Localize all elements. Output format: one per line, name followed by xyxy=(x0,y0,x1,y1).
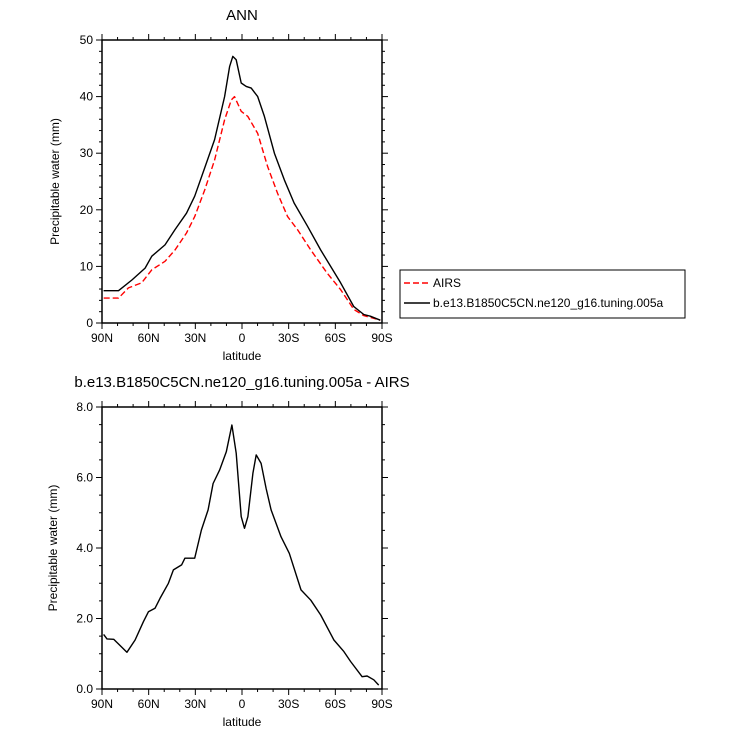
x-tick-label: 30S xyxy=(278,331,299,345)
y-tick-label: 6.0 xyxy=(76,471,93,485)
x-tick-label: 90N xyxy=(91,331,113,345)
y-tick-label: 20 xyxy=(80,203,94,217)
x-tick-label: 60S xyxy=(325,697,346,711)
x-tick-label: 0 xyxy=(239,331,246,345)
y-tick-label: 0 xyxy=(86,316,93,330)
chart-title: b.e13.B1850C5CN.ne120_g16.tuning.005a - … xyxy=(74,374,409,391)
x-tick-label: 60N xyxy=(138,331,160,345)
x-tick-label: 60N xyxy=(138,697,160,711)
x-tick-label: 30S xyxy=(278,697,299,711)
y-tick-label: 0.0 xyxy=(76,682,93,696)
y-tick-label: 40 xyxy=(80,90,94,104)
y-tick-label: 2.0 xyxy=(76,612,93,626)
x-tick-label: 60S xyxy=(325,331,346,345)
y-tick-label: 30 xyxy=(80,146,94,160)
legend-box xyxy=(399,269,686,319)
series-line-model xyxy=(103,55,381,321)
x-tick-label: 90S xyxy=(371,697,392,711)
x-tick-label: 30N xyxy=(184,331,206,345)
y-axis-label: Precipitable water (mm) xyxy=(48,118,62,245)
y-tick-label: 50 xyxy=(80,33,94,47)
x-tick-label: 0 xyxy=(239,697,246,711)
series-line-model xyxy=(103,424,380,686)
legend-label: AIRS xyxy=(433,276,461,290)
x-tick-label: 90S xyxy=(371,331,392,345)
y-axis-label: Precipitable water (mm) xyxy=(46,485,60,612)
x-axis-label: latitude xyxy=(223,349,262,363)
x-axis-label: latitude xyxy=(223,715,262,729)
x-tick-label: 30N xyxy=(184,697,206,711)
y-tick-label: 4.0 xyxy=(76,541,93,555)
chart-title: ANN xyxy=(226,7,258,24)
legend-label: b.e13.B1850C5CN.ne120_g16.tuning.005a xyxy=(433,296,664,310)
series-line-airs xyxy=(103,95,381,321)
y-tick-label: 10 xyxy=(80,259,94,273)
x-tick-label: 90N xyxy=(91,697,113,711)
y-tick-label: 8.0 xyxy=(76,400,93,414)
